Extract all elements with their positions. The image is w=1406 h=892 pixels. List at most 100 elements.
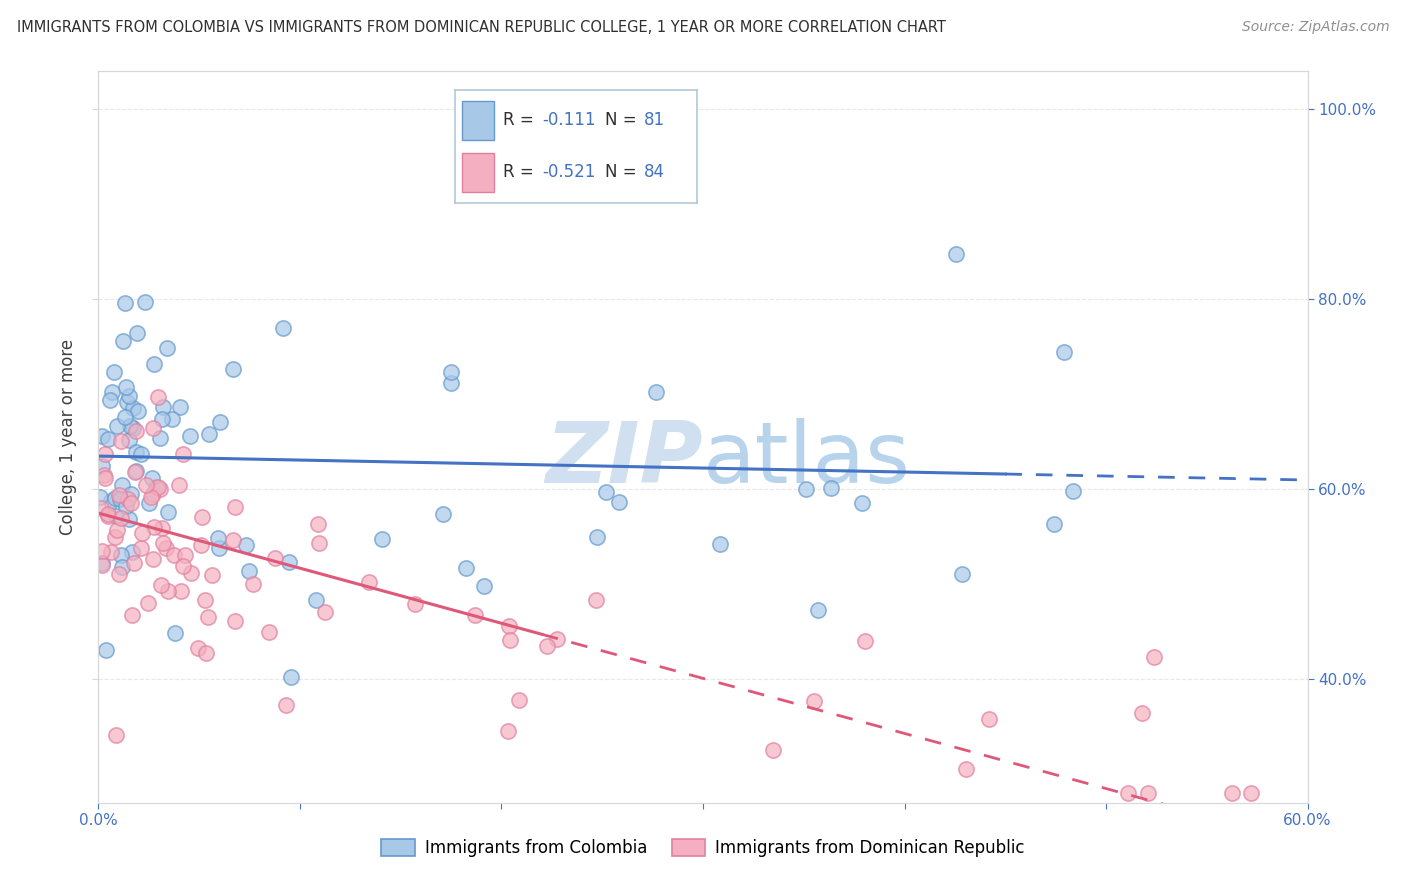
Point — [190, 510, 212, 524]
Point — [91, 428, 114, 442]
Point — [135, 477, 157, 491]
Point — [276, 698, 298, 712]
Point — [160, 411, 183, 425]
Point — [499, 633, 522, 648]
Point — [152, 411, 174, 425]
Point — [108, 567, 131, 582]
Point — [110, 434, 132, 448]
Point — [125, 444, 148, 458]
Point — [121, 545, 143, 559]
Point — [496, 724, 519, 739]
Point — [148, 391, 170, 405]
Point — [142, 486, 165, 500]
Point — [104, 530, 127, 544]
Point — [129, 541, 152, 555]
Point — [149, 431, 172, 445]
Point — [91, 544, 114, 558]
Legend: Immigrants from Colombia, Immigrants from Dominican Republic: Immigrants from Colombia, Immigrants fro… — [374, 832, 1032, 864]
Point — [855, 634, 877, 648]
Point — [536, 639, 558, 653]
Point — [110, 492, 132, 507]
Point — [1053, 344, 1076, 359]
Point — [259, 625, 281, 640]
Point — [104, 729, 127, 743]
Point — [115, 499, 138, 513]
Point — [100, 545, 122, 559]
Point — [197, 609, 219, 624]
Point — [105, 523, 128, 537]
Point — [117, 395, 139, 409]
Point — [586, 530, 609, 544]
Point — [143, 357, 166, 371]
Point — [115, 380, 138, 394]
Point — [110, 511, 132, 525]
Point — [1043, 517, 1066, 532]
Point — [97, 432, 120, 446]
Point — [148, 480, 170, 494]
Point — [111, 477, 134, 491]
Point — [762, 742, 785, 756]
Point — [163, 625, 186, 640]
Point — [121, 496, 143, 510]
Point — [152, 400, 174, 414]
Point — [145, 481, 167, 495]
Point — [803, 693, 825, 707]
Point — [952, 567, 974, 582]
Point — [174, 548, 197, 562]
Point — [172, 447, 194, 461]
Point — [129, 447, 152, 461]
Point — [108, 488, 131, 502]
Point — [222, 362, 245, 376]
Point — [136, 597, 159, 611]
Point — [150, 578, 173, 592]
Point — [127, 404, 149, 418]
Point — [464, 607, 486, 622]
Point — [404, 597, 426, 611]
Point — [172, 558, 194, 573]
Text: Source: ZipAtlas.com: Source: ZipAtlas.com — [1241, 20, 1389, 34]
Point — [155, 541, 177, 555]
Point — [111, 560, 134, 574]
Point — [118, 434, 141, 448]
Point — [794, 482, 817, 496]
Point — [91, 556, 114, 570]
Point — [1062, 484, 1084, 499]
Point — [118, 512, 141, 526]
Point — [359, 574, 381, 589]
Point — [94, 642, 117, 657]
Point — [307, 516, 329, 531]
Point — [104, 491, 127, 506]
Point — [155, 341, 177, 355]
Point — [208, 415, 231, 429]
Point — [93, 468, 115, 483]
Point — [118, 389, 141, 403]
Point — [93, 447, 115, 461]
Point — [432, 507, 454, 521]
Point — [150, 521, 173, 535]
Point — [370, 532, 392, 546]
Text: IMMIGRANTS FROM COLOMBIA VS IMMIGRANTS FROM DOMINICAN REPUBLIC COLLEGE, 1 YEAR O: IMMIGRANTS FROM COLOMBIA VS IMMIGRANTS F… — [17, 20, 946, 35]
Point — [127, 326, 149, 340]
Point — [235, 538, 257, 552]
Point — [194, 593, 217, 607]
Point — [157, 505, 180, 519]
Point — [242, 577, 264, 591]
Point — [198, 427, 221, 442]
Point — [280, 670, 302, 684]
Point — [167, 478, 190, 492]
Point — [107, 418, 129, 433]
Point — [100, 493, 122, 508]
Point — [97, 509, 120, 524]
Point — [179, 428, 201, 442]
Point — [122, 557, 145, 571]
Point — [142, 421, 165, 435]
Point — [180, 566, 202, 581]
Point — [114, 295, 136, 310]
Point — [644, 385, 666, 400]
Point — [170, 584, 193, 599]
Point — [125, 464, 148, 478]
Point — [90, 458, 112, 473]
Point — [152, 535, 174, 549]
Point — [1136, 786, 1159, 800]
Point — [207, 531, 229, 545]
